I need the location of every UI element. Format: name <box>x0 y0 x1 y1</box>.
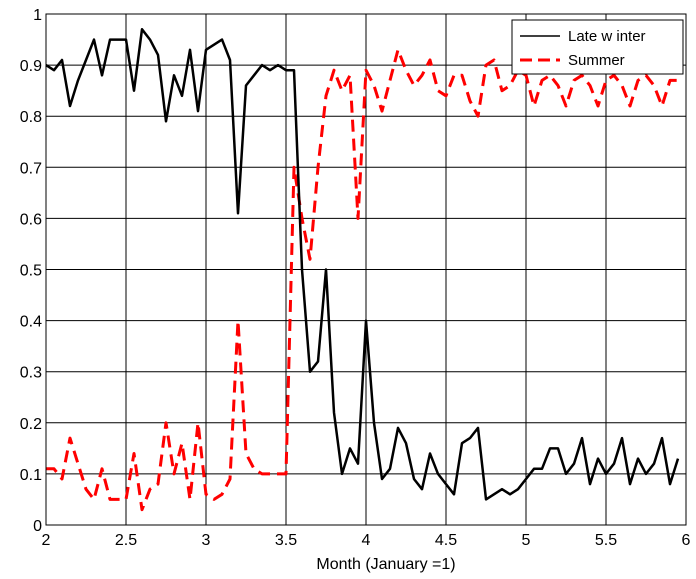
x-tick-label: 5.5 <box>595 532 617 549</box>
y-tick-label: 0.8 <box>20 109 42 126</box>
y-tick-label: 0.4 <box>20 314 42 331</box>
x-tick-label: 2.5 <box>115 532 137 549</box>
y-tick-label: 0.9 <box>20 58 42 75</box>
x-tick-label: 5 <box>522 532 531 549</box>
series-layer <box>45 28 680 512</box>
y-tick-label: 0.5 <box>20 263 42 280</box>
x-tick-label: 6 <box>682 532 691 549</box>
y-tick-label: 0 <box>33 518 42 535</box>
y-tick-label: 0.7 <box>20 160 42 177</box>
y-tick-labels: 0 0.1 0.2 0.3 0.4 0.5 0.6 0.7 0.8 0.9 1 <box>20 7 42 535</box>
y-tick-label: 1 <box>33 7 42 24</box>
legend: Late w inter Summer <box>511 19 684 75</box>
plot-frame <box>45 13 687 526</box>
x-tick-label: 2 <box>42 532 51 549</box>
y-tick-label: 0.2 <box>20 416 42 433</box>
y-tick-label: 0.1 <box>20 467 42 484</box>
legend-label-late-winter: Late w inter <box>568 28 646 45</box>
x-tick-label: 3.5 <box>275 532 297 549</box>
series-line-summer <box>46 48 678 512</box>
y-tick-label: 0.6 <box>20 211 42 228</box>
legend-box <box>511 19 684 75</box>
x-axis-label: Month (January =1) <box>316 556 455 573</box>
series-line-late-winter <box>45 28 680 501</box>
x-tick-label: 4.5 <box>435 532 457 549</box>
legend-label-summer: Summer <box>568 52 625 69</box>
y-tick-label: 0.3 <box>20 365 42 382</box>
x-tick-label: 3 <box>202 532 211 549</box>
x-tick-labels: 2 2.5 3 3.5 4 4.5 5 5.5 6 <box>42 532 691 549</box>
x-tick-label: 4 <box>362 532 371 549</box>
